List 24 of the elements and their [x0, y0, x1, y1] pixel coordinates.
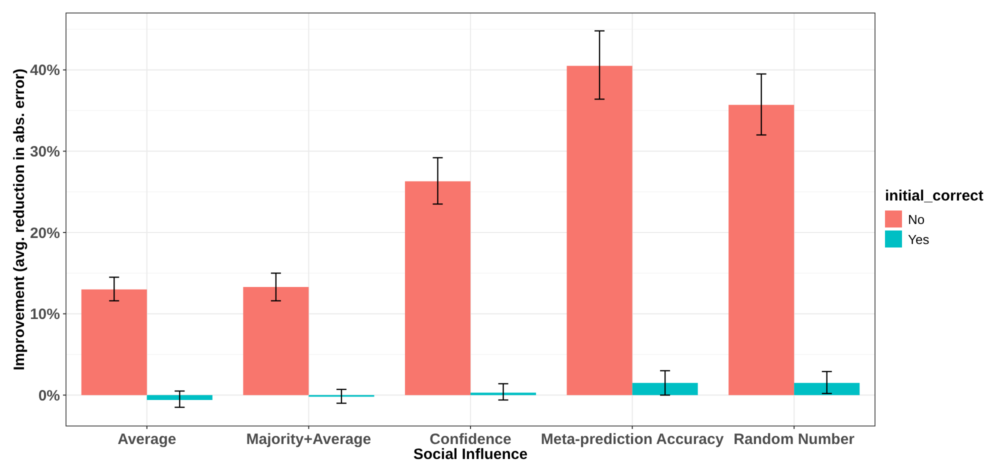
bar [146, 395, 212, 400]
legend-title: initial_correct [885, 188, 984, 204]
legend-label: Yes [908, 232, 930, 248]
bar [404, 181, 470, 396]
y-tick-label: 0% [38, 387, 60, 404]
legend-label: No [908, 212, 925, 228]
y-axis-title: Improvement (avg. reduction in abs. error) [11, 68, 28, 370]
y-tick-label: 20% [30, 224, 60, 242]
y-tick-label: 40% [30, 62, 60, 80]
bar [243, 286, 309, 396]
y-tick-label: 30% [30, 143, 60, 160]
x-tick-label: Random Number [734, 431, 855, 448]
bar [566, 66, 632, 396]
x-tick-label: Meta-prediction Accuracy [540, 431, 724, 448]
bar [794, 382, 860, 396]
x-tick-label: Average [118, 431, 176, 448]
x-tick-label: Confidence [430, 431, 512, 448]
bar [470, 392, 536, 396]
y-tick-label: 10% [30, 306, 60, 324]
bar [632, 382, 698, 396]
bar [81, 289, 147, 396]
bar [728, 104, 794, 396]
x-axis-title: Social Influence [413, 446, 528, 461]
x-tick-label: Majority+Average [246, 431, 372, 448]
